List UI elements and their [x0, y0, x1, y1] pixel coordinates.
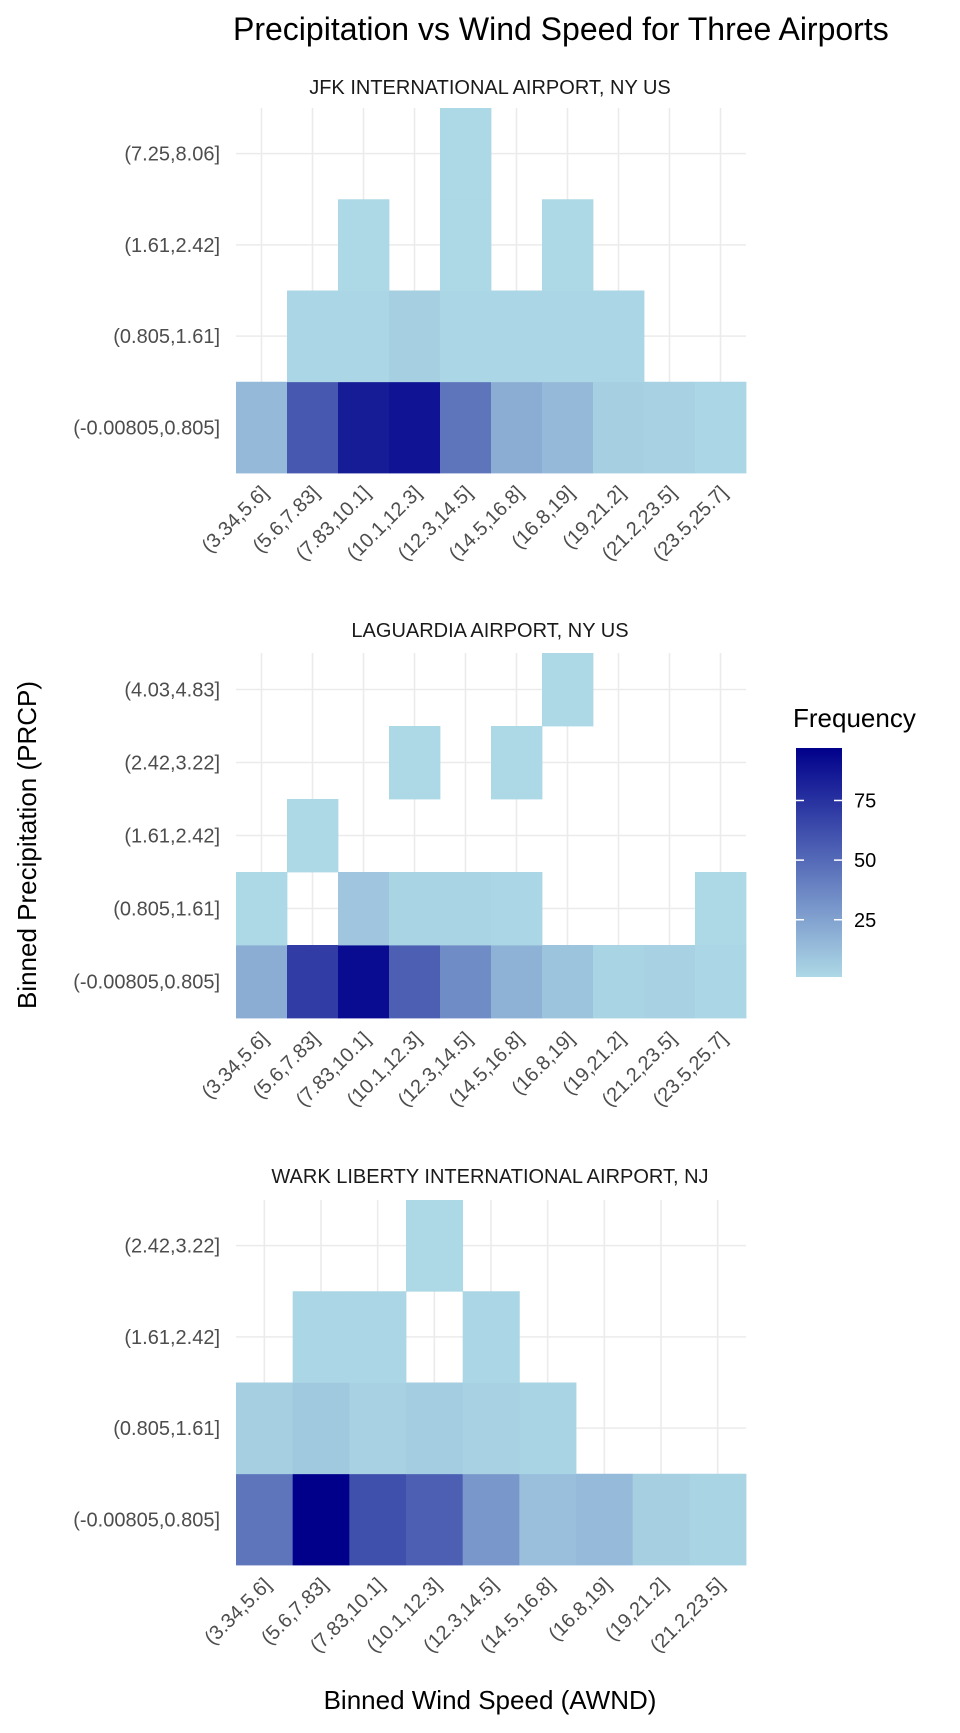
legend-colorbar [796, 748, 842, 977]
legend: 25 50 75 [796, 748, 876, 977]
heatmap-cell [236, 381, 288, 474]
heatmap-cell [440, 199, 492, 291]
heatmap-cell [462, 1382, 520, 1475]
heatmap-cell [349, 1382, 407, 1475]
heatmap-cell [440, 108, 492, 200]
heatmap-cell [440, 945, 492, 1019]
heatmap-cell [292, 1291, 350, 1383]
heatmap-cell [389, 726, 441, 800]
heatmap-cell [292, 1382, 350, 1475]
chart-title: Precipitation vs Wind Speed for Three Ai… [233, 11, 889, 47]
heatmap-cell [338, 945, 390, 1019]
heatmap-cell [338, 872, 390, 946]
heatmap-cell [236, 872, 288, 946]
y-tick-label: (1.61,2.42] [124, 235, 220, 257]
heatmap-cell [491, 726, 543, 800]
heatmap-cell [440, 290, 492, 383]
heatmap-cell [406, 1473, 464, 1566]
heatmap-cell [519, 1473, 577, 1566]
legend-tick-label: 50 [854, 850, 876, 872]
heatmap-cell [287, 381, 339, 474]
heatmap-cell [542, 381, 594, 474]
heatmap-cell [491, 290, 543, 383]
heatmap-cell [236, 1473, 294, 1566]
legend-tick-label: 25 [854, 910, 876, 932]
heatmap-cell [389, 381, 441, 474]
panels-layer: JFK INTERNATIONAL AIRPORT, NY US (-0.0080… [73, 77, 747, 1657]
panel-title: LAGUARDIA AIRPORT, NY US [351, 620, 628, 642]
heatmap-cell [593, 945, 645, 1019]
x-axis-title: Binned Wind Speed (AWND) [324, 1685, 657, 1715]
heatmap-cell [236, 1382, 294, 1475]
heatmap-cell [542, 945, 594, 1019]
heatmap-cell [695, 381, 747, 474]
heatmap-cell [644, 945, 696, 1019]
heatmap-cell [389, 872, 441, 946]
y-tick-label: (-0.00805,0.805] [73, 417, 220, 439]
heatmap-cell [491, 381, 543, 474]
panel-title: JFK INTERNATIONAL AIRPORT, NY US [309, 77, 671, 99]
heatmap-cell [406, 1200, 464, 1292]
tiles [236, 653, 747, 1019]
y-tick-label: (-0.00805,0.805] [73, 1509, 220, 1531]
tiles [236, 1200, 747, 1566]
heatmap-cell [491, 945, 543, 1019]
heatmap-cell [287, 945, 339, 1019]
heatmap-cell [440, 381, 492, 474]
y-tick-label: (2.42,3.22] [124, 1236, 220, 1258]
y-tick-label: (1.61,2.42] [124, 826, 220, 848]
heatmap-cell [542, 290, 594, 383]
y-axis-title: Binned Precipitation (PRCP) [12, 681, 42, 1009]
heatmap-cell [389, 290, 441, 383]
heatmap-cell [695, 945, 747, 1019]
y-tick-label: (4.03,4.83] [124, 680, 220, 702]
y-tick-label: (0.805,1.61] [113, 899, 220, 921]
heatmap-cell [287, 799, 339, 873]
y-tick-label: (2.42,3.22] [124, 753, 220, 775]
heatmap-cell [349, 1473, 407, 1566]
y-tick-label: (0.805,1.61] [113, 1418, 220, 1440]
y-tick-label: (1.61,2.42] [124, 1327, 220, 1349]
heatmap-cell [338, 290, 390, 383]
heatmap-cell [287, 290, 339, 383]
heatmap-cell [236, 945, 288, 1019]
heatmap-cell [491, 872, 543, 946]
heatmap-cell [593, 381, 645, 474]
y-tick-label: (7.25,8.06] [124, 144, 220, 166]
y-tick-label: (-0.00805,0.805] [73, 972, 220, 994]
heatmap-cell [349, 1291, 407, 1383]
heatmap-cell [338, 381, 390, 474]
heatmap-cell [519, 1382, 577, 1475]
y-tick-label: (0.805,1.61] [113, 326, 220, 348]
heatmap-cell [542, 653, 594, 727]
heatmap-cell [406, 1382, 464, 1475]
heatmap-cell [542, 199, 594, 291]
heatmap-cell [389, 945, 441, 1019]
heatmap-cell [689, 1473, 747, 1566]
heatmap-cell [695, 872, 747, 946]
heatmap-cell [440, 872, 492, 946]
heatmap-cell [632, 1473, 690, 1566]
heatmap-cell [462, 1291, 520, 1383]
heatmap-cell [576, 1473, 634, 1566]
heatmap-cell [644, 381, 696, 474]
legend-tick-label: 75 [854, 790, 876, 812]
legend-title: Frequency [793, 703, 916, 733]
heatmap-cell [292, 1473, 350, 1566]
heatmap-cell [462, 1473, 520, 1566]
heatmap-cell [338, 199, 390, 291]
tiles [236, 108, 747, 474]
heatmap-cell [593, 290, 645, 383]
panel-title: WARK LIBERTY INTERNATIONAL AIRPORT, NJ [271, 1166, 708, 1188]
panel-2: LAGUARDIA AIRPORT, NY US (-0.00805,0.805]… [73, 620, 747, 1111]
